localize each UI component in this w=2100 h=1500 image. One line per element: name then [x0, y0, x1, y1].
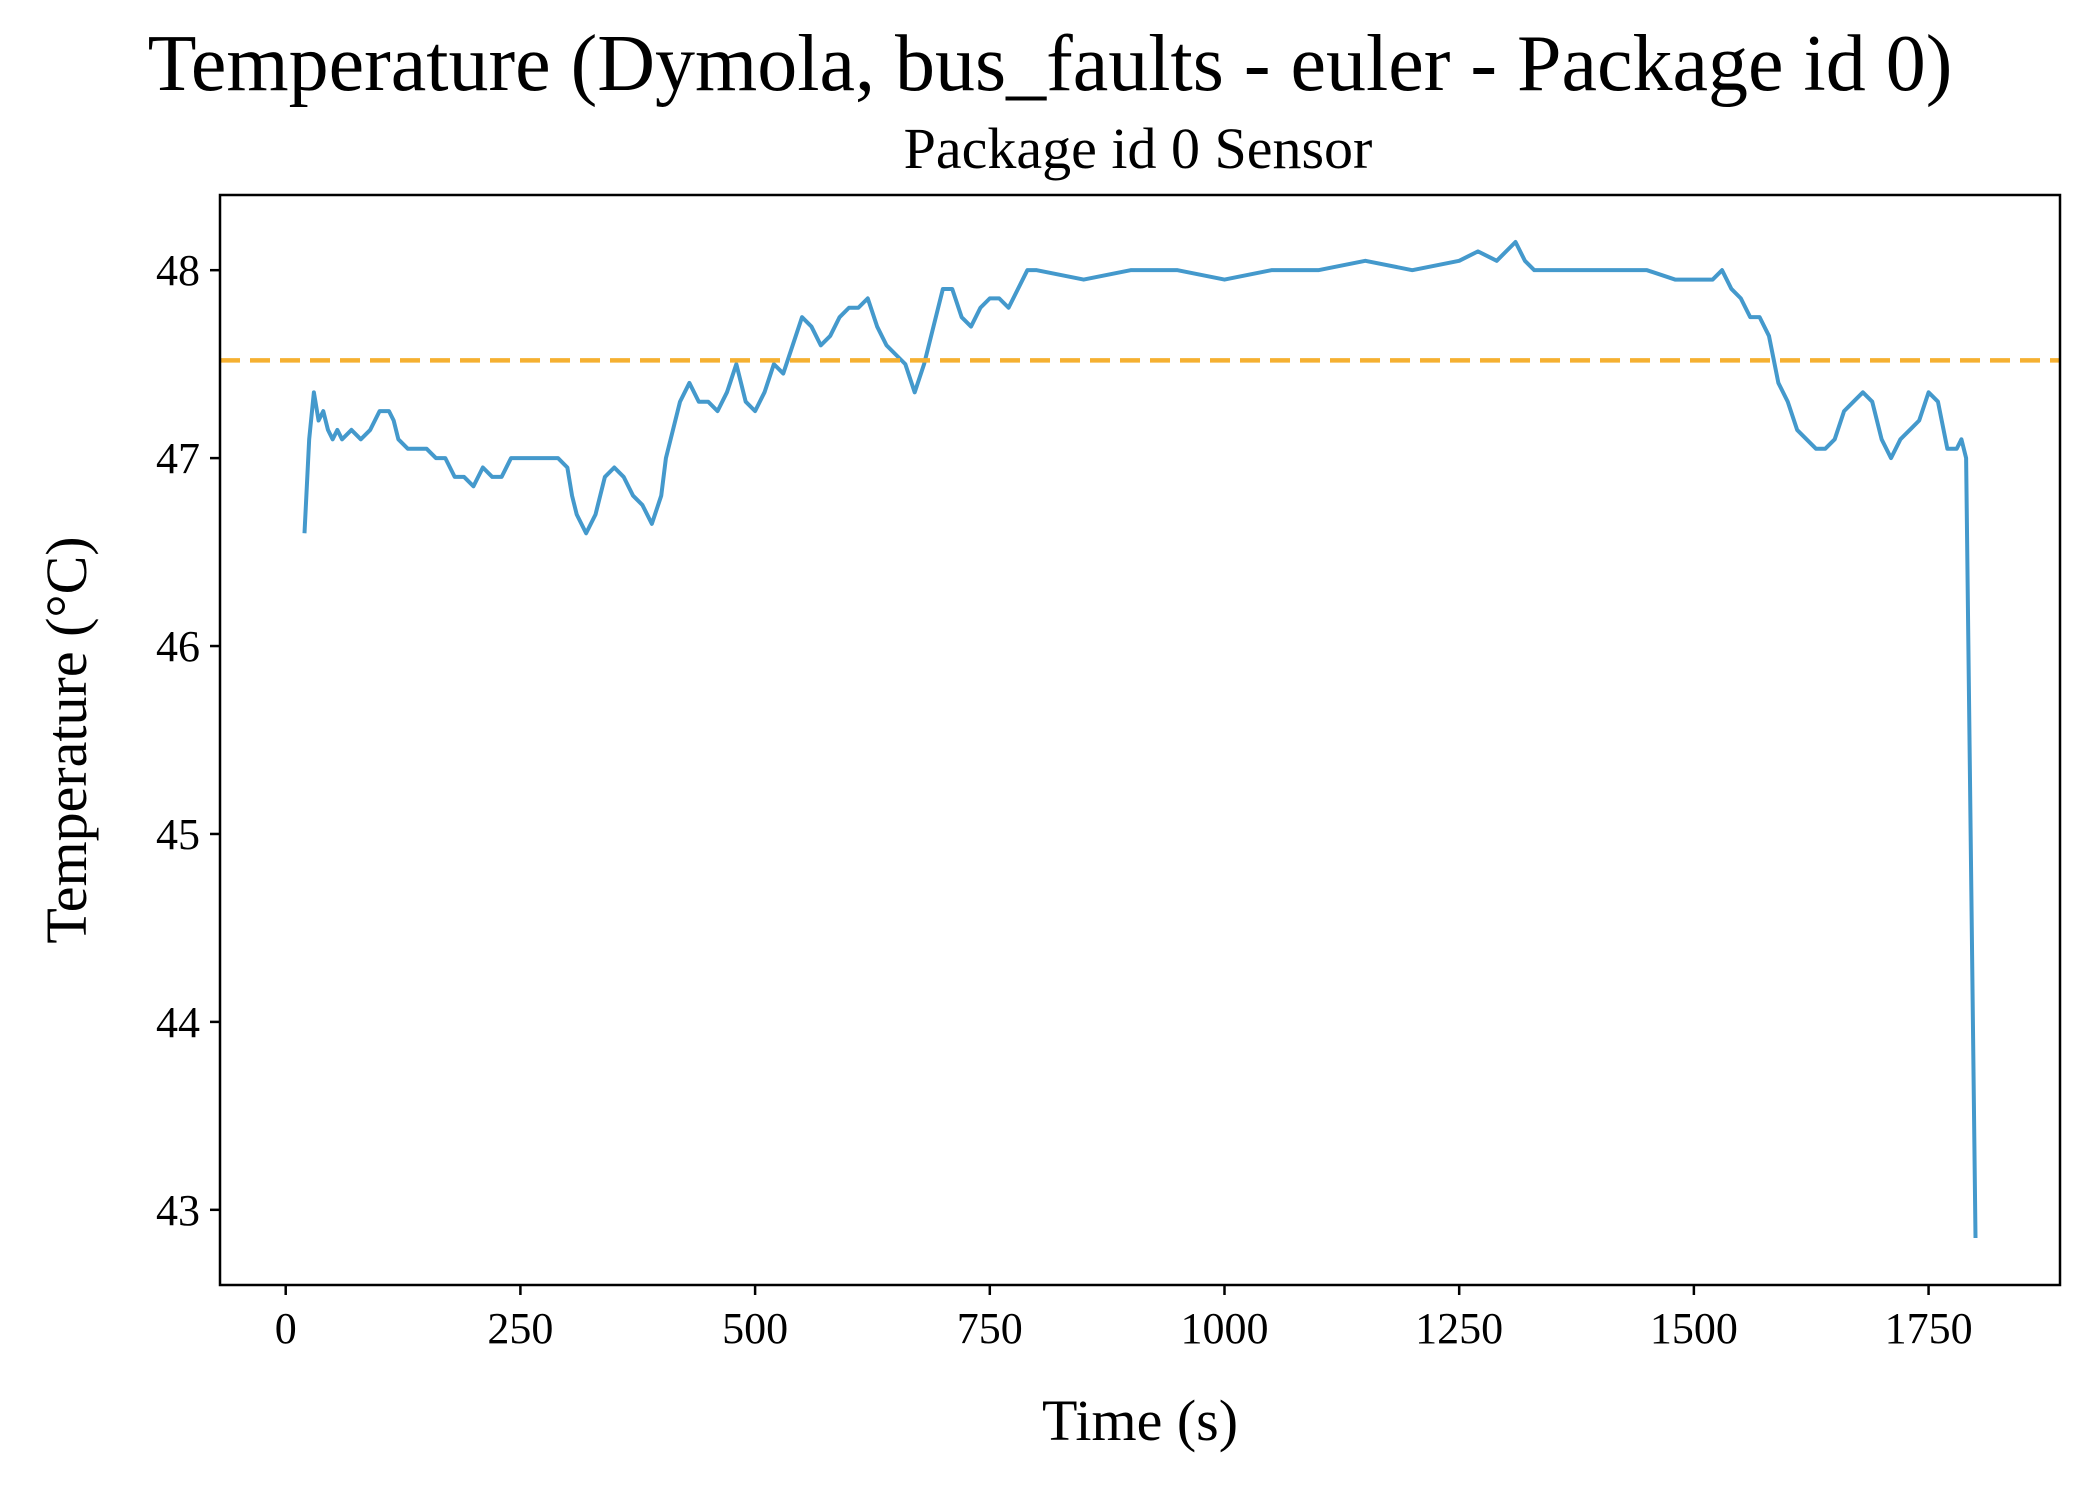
x-tick-label: 1250 — [1415, 1304, 1503, 1353]
y-tick-label: 45 — [156, 810, 200, 859]
chart-subtitle: Package id 0 Sensor — [904, 116, 1373, 181]
x-tick-label: 250 — [487, 1304, 553, 1353]
y-axis: 43 44 45 46 47 48 — [156, 246, 220, 1235]
series-layer — [220, 239, 2060, 1239]
x-tick-label: 1000 — [1180, 1304, 1268, 1353]
plot-area-frame — [218, 193, 2062, 1287]
x-tick-label: 0 — [275, 1304, 297, 1353]
y-axis-label: Temperature (°C) — [34, 536, 99, 943]
x-tick-label: 750 — [957, 1304, 1023, 1353]
x-axis-label: Time (s) — [1042, 1388, 1238, 1453]
x-tick-label: 1500 — [1650, 1304, 1738, 1353]
y-tick-label: 43 — [156, 1186, 200, 1235]
y-tick-label: 46 — [156, 622, 200, 671]
y-tick-label: 48 — [156, 246, 200, 295]
temperature-series-line — [302, 239, 1978, 1239]
y-tick-label: 47 — [156, 434, 200, 483]
x-tick-label: 1750 — [1885, 1304, 1973, 1353]
y-tick-label: 44 — [156, 998, 200, 1047]
x-axis: 0 250 500 750 1000 1250 1500 1750 — [275, 1285, 1973, 1353]
chart-title: Temperature (Dymola, bus_faults - euler … — [148, 20, 1953, 108]
x-tick-label: 500 — [722, 1304, 788, 1353]
